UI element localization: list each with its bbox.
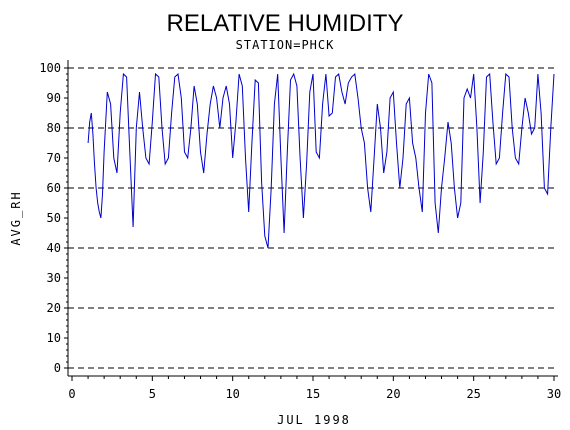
y-tick-label: 90 xyxy=(47,91,61,105)
x-tick-label: 30 xyxy=(547,387,561,401)
y-tick-label: 80 xyxy=(47,121,61,135)
axes xyxy=(67,60,558,377)
y-tick-label: 40 xyxy=(47,241,61,255)
y-axis-label: AVG_RH xyxy=(9,190,23,245)
x-tick-label: 5 xyxy=(149,387,156,401)
y-tick-label: 20 xyxy=(47,301,61,315)
y-tick-label: 50 xyxy=(47,211,61,225)
x-tick-label: 0 xyxy=(68,387,75,401)
chart-title: RELATIVE HUMIDITY xyxy=(167,10,404,37)
y-tick-label: 60 xyxy=(47,181,61,195)
x-tick-label: 25 xyxy=(466,387,480,401)
gridlines xyxy=(68,67,558,369)
x-tick-label: 10 xyxy=(225,387,239,401)
y-tick-label: 0 xyxy=(54,361,61,375)
series-line-0 xyxy=(87,72,555,249)
y-tick-label: 100 xyxy=(39,61,61,75)
x-axis-label: JUL 1998 xyxy=(277,413,351,427)
x-tick-label: 20 xyxy=(386,387,400,401)
y-tick-label: 70 xyxy=(47,151,61,165)
series-layer xyxy=(87,72,555,249)
chart-subtitle: STATION=PHCK xyxy=(236,38,335,52)
x-tick-label: 15 xyxy=(306,387,320,401)
y-tick-label: 30 xyxy=(47,271,61,285)
y-tick-label: 10 xyxy=(47,331,61,345)
ticks: 0 10 20 30 40 50 60 70 80 90 100 0 5 10 15 20 25 30 xyxy=(39,61,561,401)
